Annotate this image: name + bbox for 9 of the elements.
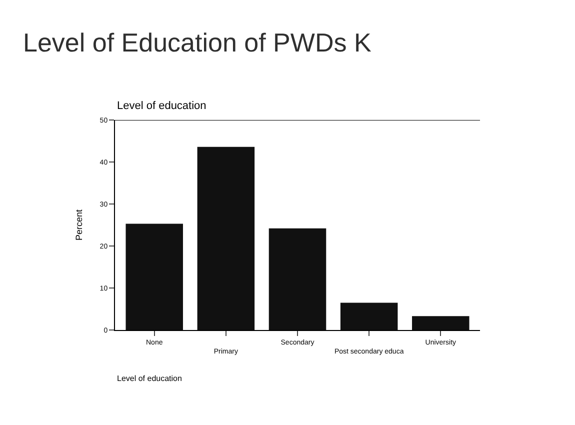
bar (340, 302, 398, 330)
chart-subtitle: Level of education (117, 100, 206, 112)
bar (197, 146, 255, 330)
y-axis-title: Percent (74, 209, 84, 241)
bar (412, 316, 470, 330)
bar (126, 224, 183, 330)
x-axis-title: Level of education (117, 374, 182, 383)
chart-title: Level of Education of PWDs K (23, 28, 372, 58)
bar (268, 228, 326, 330)
